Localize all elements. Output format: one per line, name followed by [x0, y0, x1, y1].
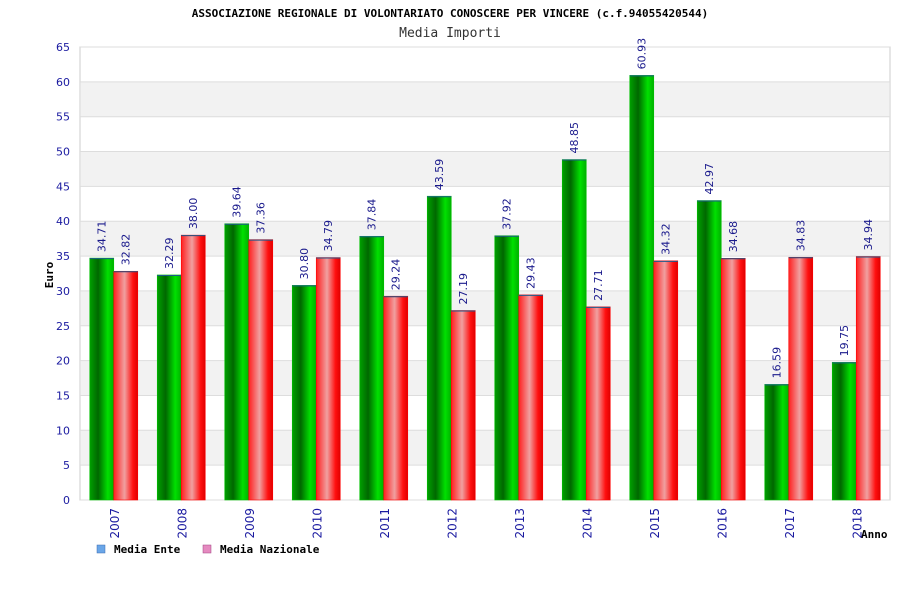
bar-media-ente-2009	[224, 223, 250, 501]
x-tick-label-2009: 2009	[243, 508, 257, 539]
y-tick-label: 35	[56, 250, 70, 263]
bar-media-nazionale-2009	[248, 239, 274, 501]
data-label-media-nazionale-2016: 34.68	[727, 221, 740, 253]
y-tick-label: 65	[56, 41, 70, 54]
y-tick-label: 0	[63, 494, 70, 507]
legend: Media Ente Media Nazionale	[96, 543, 320, 556]
data-label-media-ente-2010: 30.80	[298, 248, 311, 280]
data-label-media-nazionale-2018: 34.94	[862, 219, 875, 251]
x-tick-label-2010: 2010	[310, 508, 324, 539]
bar-media-ente-2015	[629, 75, 655, 501]
data-label-media-nazionale-2014: 27.71	[592, 269, 605, 301]
data-label-media-nazionale-2009: 37.36	[255, 202, 268, 234]
y-tick-label: 5	[63, 459, 70, 472]
bar-media-ente-2010	[291, 285, 317, 501]
bar-media-nazionale-2012	[450, 310, 476, 501]
y-tick-label: 55	[56, 111, 70, 124]
data-label-media-ente-2014: 48.85	[568, 122, 581, 154]
y-tick-label: 50	[56, 146, 70, 159]
x-tick-label-2014: 2014	[580, 508, 594, 539]
data-label-media-ente-2007: 34.71	[96, 221, 109, 253]
data-label-media-nazionale-2010: 34.79	[322, 220, 335, 252]
data-label-media-ente-2012: 43.59	[433, 159, 446, 191]
data-label-media-nazionale-2013: 29.43	[525, 257, 538, 289]
plot-area	[79, 46, 891, 501]
y-tick-label: 10	[56, 424, 70, 437]
chart-subtitle: Media Importi	[399, 26, 501, 41]
x-tick-label-2007: 2007	[108, 508, 122, 539]
bar-media-nazionale-2016	[720, 258, 746, 501]
data-label-media-ente-2018: 19.75	[838, 325, 851, 357]
bar-media-nazionale-2014	[585, 306, 611, 501]
x-axis-ticks: 2007 2008 2009 2010 2011 2012 2013 2014 2015 2016…	[108, 508, 865, 539]
x-tick-label-2012: 2012	[445, 508, 459, 539]
data-label-media-nazionale-2008: 38.00	[187, 198, 200, 230]
bar-media-ente-2007	[89, 257, 115, 501]
bar-media-ente-2008	[156, 274, 182, 501]
bar-media-ente-2012	[426, 195, 452, 501]
grid-band	[81, 290, 889, 326]
x-tick-label-2015: 2015	[648, 508, 662, 539]
data-label-media-nazionale-2015: 34.32	[660, 223, 673, 255]
data-label-media-ente-2015: 60.93	[636, 38, 649, 70]
data-label-media-ente-2016: 42.97	[703, 163, 716, 195]
bar-media-ente-2013	[494, 235, 520, 501]
data-label-media-nazionale-2011: 29.24	[390, 259, 403, 291]
data-label-media-ente-2009: 39.64	[231, 186, 244, 218]
bar-media-nazionale-2011	[383, 295, 409, 501]
bar-media-ente-2017	[764, 384, 790, 501]
legend-swatch-media-nazionale	[202, 544, 212, 554]
bar-media-nazionale-2017	[788, 256, 814, 501]
y-tick-label: 25	[56, 320, 70, 333]
legend-label-media-nazionale: Media Nazionale	[220, 543, 320, 556]
bar-media-nazionale-2010	[315, 257, 341, 501]
x-tick-label-2008: 2008	[175, 508, 189, 539]
bar-media-ente-2018	[831, 362, 857, 501]
y-axis-ticks: 0 5 10 15 20 25 30 35 40 45 50 55 60 65	[56, 41, 70, 507]
x-tick-label-2017: 2017	[783, 508, 797, 539]
grid-band	[81, 81, 889, 117]
x-tick-label-2016: 2016	[715, 508, 729, 539]
y-tick-label: 15	[56, 389, 70, 402]
legend-swatch-media-ente	[96, 544, 106, 554]
grid-band	[81, 360, 889, 396]
bar-media-ente-2014	[561, 159, 587, 501]
bar-value-labels: 34.71 32.82 32.29 38.00 39.64 37.36 30.80 34.79…	[96, 38, 876, 379]
legend-label-media-ente: Media Ente	[114, 543, 181, 556]
bar-media-nazionale-2007	[113, 270, 139, 501]
data-label-media-ente-2013: 37.92	[501, 198, 514, 230]
grid-band	[81, 221, 889, 257]
data-label-media-nazionale-2017: 34.83	[795, 220, 808, 252]
plot-background	[79, 46, 891, 501]
grid-band	[81, 151, 889, 187]
x-tick-label-2018: 2018	[850, 508, 864, 539]
y-tick-label: 40	[56, 215, 70, 228]
bar-media-ente-2016	[696, 200, 722, 501]
bar-media-nazionale-2013	[518, 294, 544, 501]
bar-media-nazionale-2008	[180, 234, 206, 501]
data-label-media-ente-2011: 37.84	[366, 199, 379, 231]
data-label-media-nazionale-2007: 32.82	[120, 234, 133, 266]
y-tick-label: 60	[56, 76, 70, 89]
x-tick-label-2011: 2011	[378, 508, 392, 539]
bar-media-nazionale-2018	[855, 256, 881, 501]
data-label-media-nazionale-2012: 27.19	[457, 273, 470, 305]
gridlines	[80, 46, 890, 501]
grid-band	[81, 430, 889, 466]
x-axis-label: Anno	[861, 528, 888, 541]
bars	[89, 75, 881, 501]
bar-media-nazionale-2015	[653, 260, 679, 501]
y-axis-label: Euro	[43, 261, 56, 288]
data-label-media-ente-2017: 16.59	[771, 347, 784, 379]
bar-media-ente-2011	[359, 235, 385, 501]
data-label-media-ente-2008: 32.29	[163, 237, 176, 269]
y-tick-label: 45	[56, 180, 70, 193]
y-tick-label: 20	[56, 355, 70, 368]
x-tick-label-2013: 2013	[513, 508, 527, 539]
y-tick-label: 30	[56, 285, 70, 298]
chart-title: ASSOCIAZIONE REGIONALE DI VOLONTARIATO C…	[192, 7, 709, 20]
